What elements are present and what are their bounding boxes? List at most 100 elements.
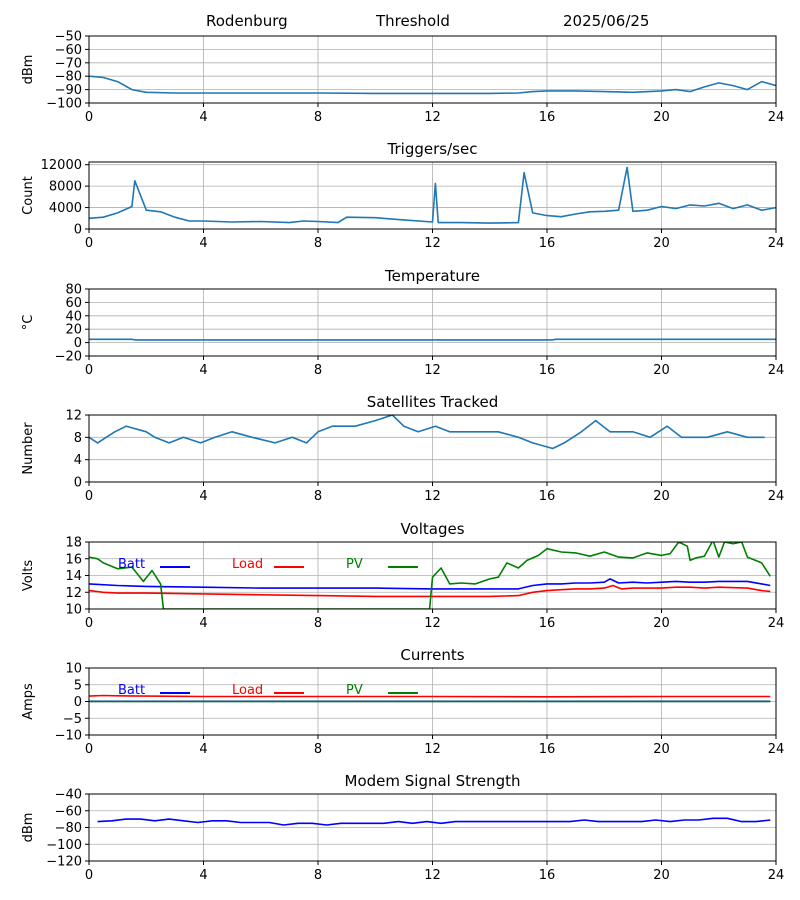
- x-tick-label: 8: [314, 110, 322, 125]
- x-tick-label: 12: [424, 868, 441, 883]
- x-tick-label: 4: [199, 236, 207, 251]
- y-axis-label: Number: [21, 422, 36, 475]
- panel-title: Modem Signal Strength: [345, 772, 521, 790]
- x-tick-label: 8: [314, 489, 322, 504]
- x-tick-label: 16: [539, 742, 556, 757]
- y-axis-label: Volts: [21, 560, 36, 592]
- x-tick-label: 0: [85, 868, 93, 883]
- x-tick-label: 8: [314, 616, 322, 631]
- y-tick-label: 14: [65, 569, 82, 584]
- panel-title: Currents: [400, 646, 464, 664]
- series-line: [89, 338, 776, 341]
- y-tick-label: −70: [55, 56, 82, 71]
- series-line: [89, 415, 765, 450]
- y-tick-label: −60: [55, 43, 82, 58]
- y-tick-label: 8000: [49, 180, 82, 195]
- panel-title: Voltages: [400, 520, 464, 538]
- y-tick-label: −5: [63, 712, 82, 727]
- x-tick-label: 4: [199, 616, 207, 631]
- y-tick-label: 12: [65, 409, 82, 424]
- y-tick-label: 80: [65, 283, 82, 298]
- y-tick-label: 0: [74, 223, 82, 238]
- y-tick-label: 0: [74, 336, 82, 351]
- x-tick-label: 20: [653, 868, 670, 883]
- y-tick-label: 0: [74, 476, 82, 491]
- x-tick-label: 0: [85, 616, 93, 631]
- y-tick-label: 60: [65, 296, 82, 311]
- x-tick-label: 8: [314, 236, 322, 251]
- x-tick-label: 0: [85, 236, 93, 251]
- legend-label-load: Load: [232, 557, 263, 572]
- y-tick-label: 5: [74, 678, 82, 693]
- x-tick-label: 16: [539, 363, 556, 378]
- y-tick-label: 0: [74, 695, 82, 710]
- x-tick-label: 12: [424, 236, 441, 251]
- panel-title: Temperature: [384, 267, 480, 285]
- x-tick-label: 16: [539, 489, 556, 504]
- x-tick-label: 20: [653, 363, 670, 378]
- series-line: [89, 75, 776, 95]
- x-tick-label: 24: [768, 489, 785, 504]
- y-tick-label: −80: [55, 821, 82, 836]
- y-tick-label: 16: [65, 552, 82, 567]
- x-tick-label: 24: [768, 236, 785, 251]
- x-tick-label: 20: [653, 110, 670, 125]
- trigger-mode: Threshold: [376, 12, 450, 30]
- x-tick-label: 0: [85, 110, 93, 125]
- x-tick-label: 0: [85, 489, 93, 504]
- y-axis-label: Count: [21, 176, 36, 215]
- panel-title: Satellites Tracked: [367, 393, 498, 411]
- y-tick-label: −50: [55, 30, 82, 45]
- y-tick-label: −40: [55, 788, 82, 803]
- y-tick-label: 10: [65, 662, 82, 677]
- y-tick-label: 20: [65, 323, 82, 338]
- x-tick-label: 16: [539, 616, 556, 631]
- x-tick-label: 12: [424, 742, 441, 757]
- y-axis-label: dBm: [21, 55, 36, 85]
- x-tick-label: 4: [199, 110, 207, 125]
- x-tick-label: 8: [314, 742, 322, 757]
- y-tick-label: 10: [65, 603, 82, 618]
- y-tick-label: −100: [46, 97, 82, 112]
- legend-label-pv: PV: [346, 557, 363, 572]
- y-tick-label: 8: [74, 431, 82, 446]
- legend-label-batt: Batt: [118, 683, 145, 698]
- series-load-line: [89, 694, 771, 698]
- x-tick-label: 4: [199, 363, 207, 378]
- y-tick-label: 4000: [49, 201, 82, 216]
- x-tick-label: 16: [539, 236, 556, 251]
- x-tick-label: 24: [768, 110, 785, 125]
- y-tick-label: −90: [55, 83, 82, 98]
- x-tick-label: 12: [424, 110, 441, 125]
- series-pv-line: [89, 542, 771, 609]
- x-tick-label: 8: [314, 363, 322, 378]
- x-tick-label: 12: [424, 616, 441, 631]
- x-tick-label: 20: [653, 616, 670, 631]
- x-tick-label: 24: [768, 868, 785, 883]
- y-tick-label: 12000: [41, 158, 82, 173]
- y-tick-label: −120: [46, 855, 82, 870]
- x-tick-label: 4: [199, 489, 207, 504]
- legend-label-load: Load: [232, 683, 263, 698]
- x-tick-label: 0: [85, 742, 93, 757]
- x-tick-label: 20: [653, 236, 670, 251]
- y-tick-label: −20: [55, 350, 82, 365]
- x-tick-label: 12: [424, 363, 441, 378]
- y-tick-label: −60: [55, 804, 82, 819]
- x-tick-label: 20: [653, 489, 670, 504]
- y-tick-label: −10: [55, 729, 82, 744]
- panel-title: Triggers/sec: [387, 140, 478, 158]
- series-load-line: [89, 584, 771, 598]
- y-tick-label: 18: [65, 536, 82, 551]
- y-tick-label: −80: [55, 70, 82, 85]
- report-date: 2025/06/25: [563, 12, 650, 30]
- x-tick-label: 8: [314, 868, 322, 883]
- series-batt-line: [89, 578, 771, 590]
- y-axis-label: Amps: [21, 683, 36, 720]
- y-axis-label: °C: [21, 315, 36, 331]
- x-tick-label: 24: [768, 742, 785, 757]
- x-tick-label: 4: [199, 742, 207, 757]
- legend-label-batt: Batt: [118, 557, 145, 572]
- series-line: [97, 817, 771, 826]
